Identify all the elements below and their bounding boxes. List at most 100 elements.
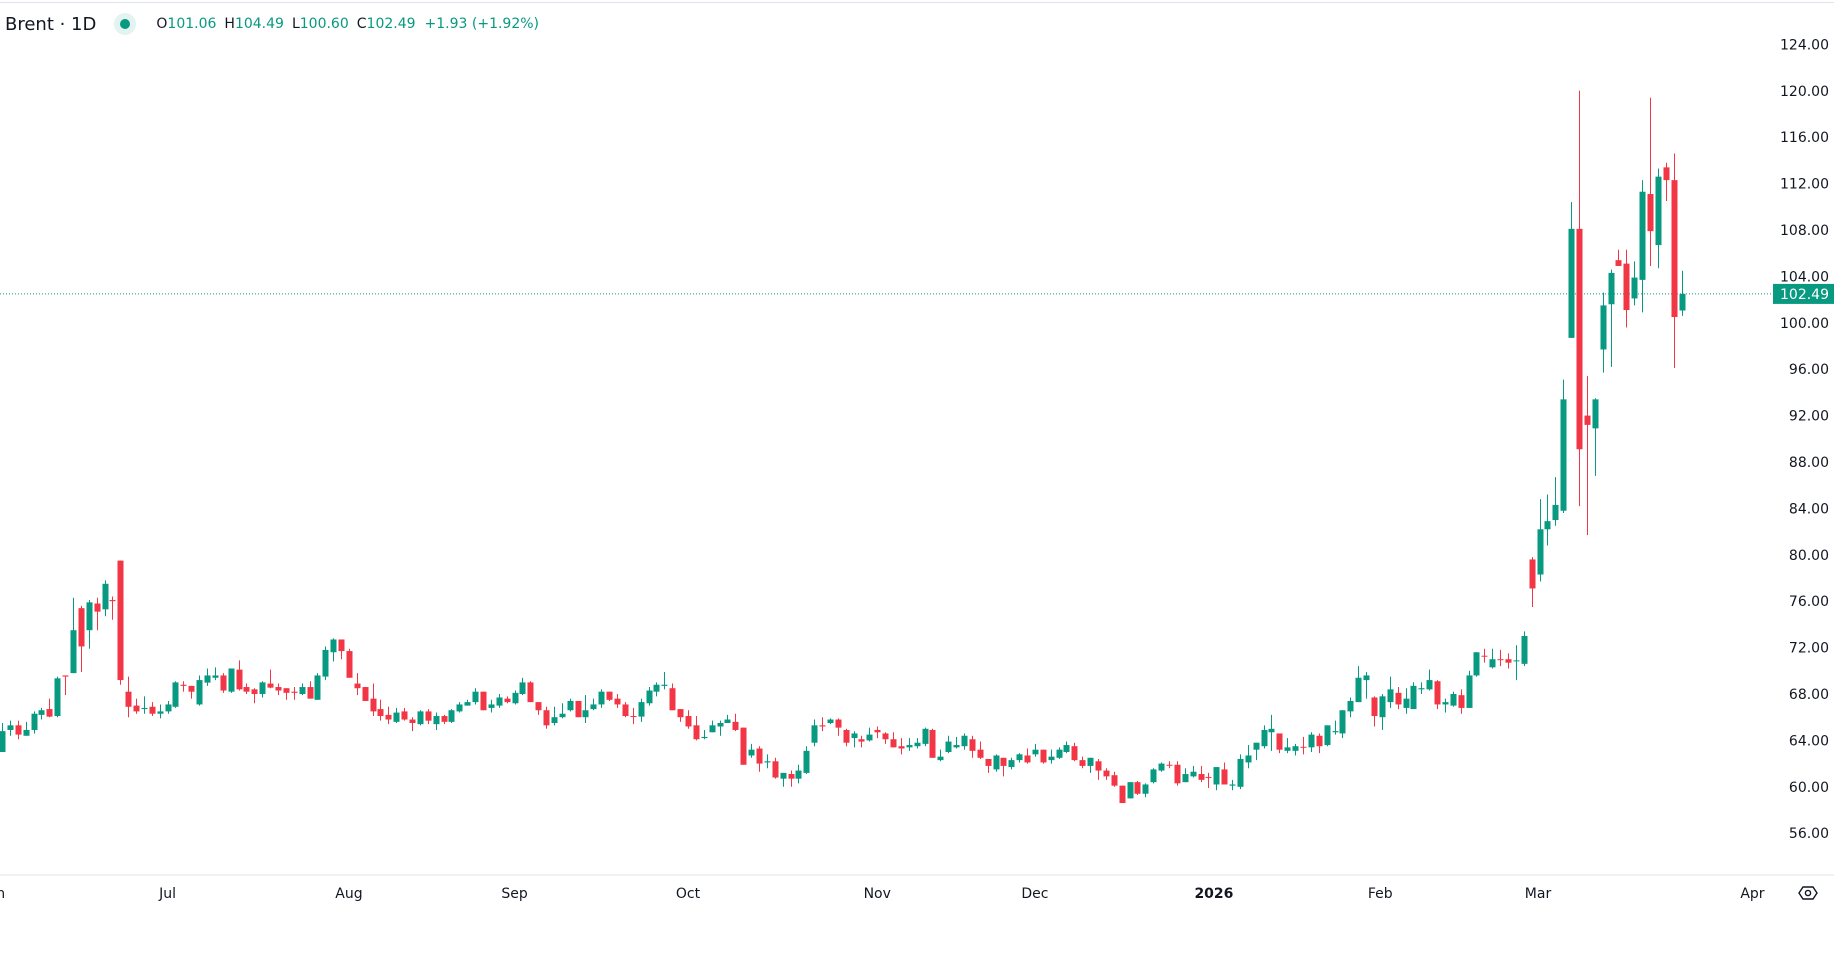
- candle[interactable]: [1150, 768, 1157, 784]
- candle[interactable]: [685, 710, 692, 729]
- candle[interactable]: [1111, 771, 1118, 787]
- candle[interactable]: [322, 646, 329, 681]
- candle[interactable]: [795, 764, 802, 784]
- candle[interactable]: [614, 694, 621, 708]
- candle[interactable]: [803, 746, 810, 775]
- candle[interactable]: [188, 685, 195, 699]
- candle[interactable]: [1158, 762, 1165, 772]
- candle[interactable]: [496, 694, 503, 708]
- candle[interactable]: [717, 720, 724, 736]
- candle[interactable]: [362, 687, 369, 701]
- candle[interactable]: [993, 754, 1000, 772]
- candle[interactable]: [1639, 180, 1646, 313]
- candle[interactable]: [54, 676, 61, 718]
- candle[interactable]: [1371, 696, 1378, 727]
- candle[interactable]: [1087, 757, 1094, 773]
- candle[interactable]: [598, 689, 605, 708]
- candle[interactable]: [922, 727, 929, 747]
- candle[interactable]: [236, 660, 243, 691]
- candle[interactable]: [1434, 680, 1441, 710]
- candle[interactable]: [559, 703, 566, 719]
- candle[interactable]: [977, 741, 984, 759]
- candle[interactable]: [519, 677, 526, 696]
- candle[interactable]: [1056, 747, 1063, 759]
- candle[interactable]: [7, 720, 14, 736]
- candle[interactable]: [165, 700, 172, 714]
- candle[interactable]: [985, 758, 992, 773]
- candle[interactable]: [1497, 649, 1504, 667]
- candle[interactable]: [1418, 682, 1425, 694]
- candle[interactable]: [149, 702, 156, 717]
- candle[interactable]: [709, 720, 716, 733]
- candle[interactable]: [788, 770, 795, 787]
- candle[interactable]: [567, 698, 574, 712]
- candle[interactable]: [1537, 499, 1544, 582]
- symbol-title[interactable]: Brent · 1D: [5, 13, 97, 35]
- time-axis[interactable]: Jun Jul Aug Sep Oct Nov Dec 2026 Feb Mar Apr: [0, 886, 1765, 902]
- candle[interactable]: [535, 702, 542, 715]
- candle[interactable]: [1332, 720, 1339, 735]
- candle[interactable]: [377, 699, 384, 721]
- candle[interactable]: [196, 675, 203, 706]
- candle[interactable]: [1339, 710, 1346, 739]
- candle[interactable]: [622, 702, 629, 718]
- candle[interactable]: [204, 668, 211, 686]
- candle[interactable]: [1221, 762, 1228, 785]
- candle[interactable]: [46, 698, 53, 718]
- candle[interactable]: [133, 698, 140, 714]
- candle[interactable]: [62, 675, 69, 696]
- candle[interactable]: [456, 702, 463, 713]
- candle[interactable]: [890, 732, 897, 748]
- candle[interactable]: [409, 717, 416, 732]
- candle[interactable]: [338, 639, 345, 660]
- candle[interactable]: [1576, 90, 1583, 507]
- candle[interactable]: [606, 691, 613, 701]
- candle[interactable]: [1450, 691, 1457, 707]
- candle[interactable]: [70, 597, 77, 674]
- candle[interactable]: [1466, 670, 1473, 708]
- candle[interactable]: [1481, 648, 1488, 663]
- candle[interactable]: [1300, 736, 1307, 755]
- candle[interactable]: [1268, 714, 1275, 751]
- candle[interactable]: [551, 706, 558, 726]
- candle[interactable]: [582, 695, 589, 723]
- candle[interactable]: [827, 718, 834, 725]
- candle[interactable]: [94, 597, 101, 631]
- candle[interactable]: [31, 711, 38, 734]
- candle[interactable]: [1458, 689, 1465, 714]
- candle[interactable]: [441, 714, 448, 725]
- candle[interactable]: [1568, 202, 1575, 338]
- candle[interactable]: [1403, 688, 1410, 714]
- candle[interactable]: [307, 681, 314, 699]
- candle[interactable]: [1521, 631, 1528, 667]
- candle[interactable]: [653, 682, 660, 697]
- candle[interactable]: [1489, 648, 1496, 669]
- candle[interactable]: [851, 731, 858, 748]
- candle[interactable]: [330, 638, 337, 662]
- candle[interactable]: [1663, 162, 1670, 201]
- market-open-dot-icon[interactable]: [114, 13, 137, 35]
- candle[interactable]: [1655, 168, 1662, 269]
- candle[interactable]: [15, 720, 22, 740]
- candle[interactable]: [480, 691, 487, 711]
- candle[interactable]: [961, 733, 968, 750]
- candle[interactable]: [1134, 781, 1141, 795]
- candle[interactable]: [661, 671, 668, 690]
- candle[interactable]: [251, 688, 258, 704]
- candle[interactable]: [1647, 97, 1654, 266]
- candle[interactable]: [1016, 753, 1023, 763]
- candle[interactable]: [669, 683, 676, 711]
- candle[interactable]: [220, 673, 227, 693]
- candle[interactable]: [212, 667, 219, 681]
- candle[interactable]: [858, 735, 865, 748]
- candle[interactable]: [1142, 783, 1149, 798]
- candle[interactable]: [1261, 725, 1268, 749]
- candle[interactable]: [1379, 694, 1386, 730]
- candle[interactable]: [1347, 697, 1354, 718]
- candle[interactable]: [646, 687, 653, 706]
- candle[interactable]: [1473, 652, 1480, 677]
- candle[interactable]: [1229, 779, 1236, 791]
- candle[interactable]: [819, 717, 826, 732]
- candle[interactable]: [38, 707, 45, 720]
- candle[interactable]: [401, 707, 408, 721]
